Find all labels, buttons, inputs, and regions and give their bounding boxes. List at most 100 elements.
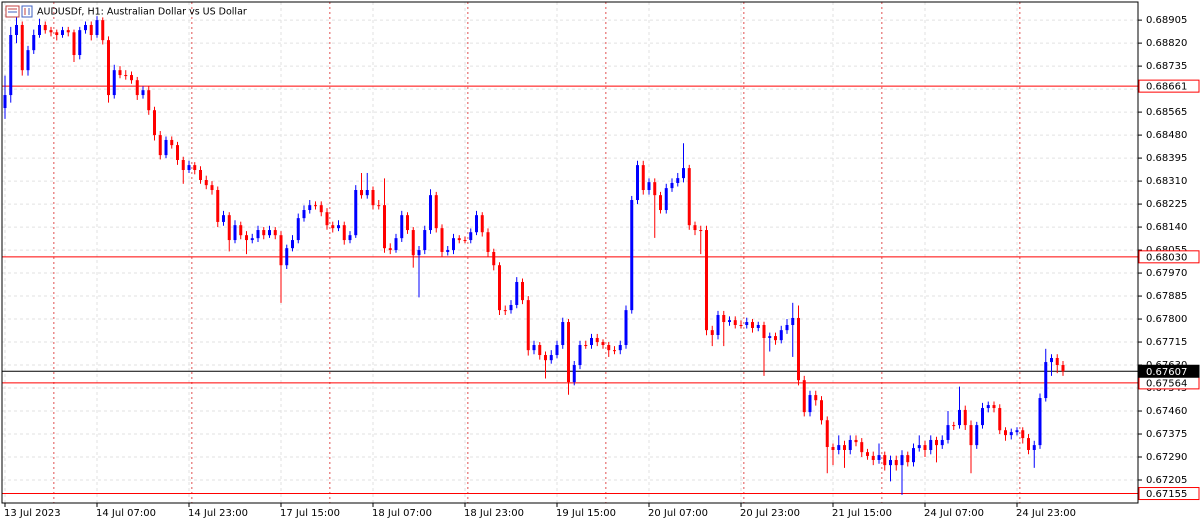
candle-body	[745, 322, 749, 325]
candle-body	[1004, 430, 1007, 436]
candle-body	[256, 230, 260, 239]
candle-body	[693, 225, 697, 231]
candle-body	[515, 281, 519, 305]
x-tick-label: 24 Jul 23:00	[1016, 508, 1076, 519]
candle-body	[43, 24, 47, 31]
candle-body	[199, 169, 202, 181]
candle-body	[406, 215, 409, 231]
candle-body	[526, 300, 530, 351]
y-tick-label: 0.68905	[1146, 15, 1187, 26]
candle-body	[877, 455, 881, 460]
candle-body	[417, 250, 421, 256]
candle-body	[285, 248, 289, 266]
x-tick-label: 13 Jul 2023	[4, 508, 61, 519]
candle-body	[567, 322, 570, 383]
candle-body	[222, 215, 225, 222]
candle-body	[130, 75, 133, 81]
candle-body	[377, 205, 381, 207]
candle-body	[279, 235, 283, 266]
candle-body	[710, 330, 714, 336]
candle-body	[348, 235, 352, 241]
candle-body	[555, 345, 559, 356]
candle-body	[296, 218, 300, 241]
candle-body	[365, 190, 369, 196]
candle-body	[480, 215, 484, 233]
candle-body	[699, 230, 703, 232]
candle-body	[118, 70, 122, 76]
x-tick-label: 14 Jul 07:00	[96, 508, 156, 519]
candle-body	[383, 205, 386, 249]
candle-body	[607, 345, 611, 351]
candle-body	[975, 425, 979, 446]
icon	[21, 5, 33, 18]
candle-body	[124, 75, 128, 77]
y-tick-label: 0.67800	[1146, 314, 1187, 325]
candle-body	[670, 182, 674, 189]
candle-body	[722, 314, 726, 323]
candle-body	[1055, 358, 1059, 366]
candle-body	[101, 20, 105, 41]
candle-body	[1050, 358, 1053, 363]
candle-body	[1015, 430, 1019, 433]
candle-body	[32, 35, 36, 51]
candle-body	[538, 345, 542, 356]
candle-body	[797, 317, 800, 381]
candle-body	[210, 185, 214, 191]
candle-body	[204, 180, 208, 186]
candle-body	[9, 35, 13, 96]
candle-body	[584, 345, 588, 347]
candle-body	[227, 215, 231, 241]
candle-body	[360, 190, 363, 196]
candle-body	[630, 200, 634, 311]
x-tick-label: 17 Jul 15:00	[280, 508, 340, 519]
candle-body	[1061, 365, 1065, 372]
current-price-label-box	[1138, 364, 1200, 378]
chart-title: AUDUSDf, H1: Australian Dollar vs US Dol…	[37, 7, 247, 18]
candle-body	[1044, 362, 1048, 399]
axes: 0.689050.688200.687350.686500.685650.684…	[4, 15, 1200, 519]
candle-body	[992, 405, 996, 409]
candle-body	[641, 165, 645, 191]
candle-body	[595, 337, 599, 343]
candle-body	[141, 90, 145, 96]
level-label-box	[1138, 487, 1200, 501]
candle-body	[394, 238, 398, 251]
candle-body	[900, 455, 904, 466]
candle-body	[774, 336, 777, 341]
candle-body	[601, 342, 605, 346]
candle-body	[89, 24, 93, 36]
title-icon	[5, 5, 33, 18]
candle-body	[3, 95, 7, 109]
level-label: 0.67155	[1146, 489, 1187, 500]
candle-body	[912, 448, 915, 463]
candle-body	[618, 345, 622, 351]
candle-body	[1032, 445, 1036, 450]
candle-body	[572, 365, 576, 383]
candle-body	[331, 225, 335, 229]
candle-body	[503, 310, 507, 312]
candle-body	[72, 32, 76, 56]
candle-body	[613, 350, 616, 352]
candle-body	[440, 228, 444, 252]
candle-body	[55, 32, 59, 36]
candle-body	[946, 425, 950, 440]
x-tick-label: 14 Jul 23:00	[188, 508, 248, 519]
candle-body	[917, 445, 921, 449]
candle-body	[687, 168, 691, 226]
candle-body	[751, 322, 754, 328]
candle-body	[250, 238, 254, 241]
candle-body	[940, 439, 944, 446]
candle-body	[233, 225, 237, 241]
grid	[2, 2, 1138, 503]
candle-body	[61, 30, 64, 36]
candle-body	[866, 452, 869, 456]
candle-body	[871, 455, 875, 460]
candle-body	[509, 304, 513, 311]
candle-body	[883, 455, 887, 466]
candle-body	[894, 459, 898, 466]
candle-body	[854, 439, 858, 443]
y-tick-label: 0.67970	[1146, 268, 1187, 279]
candle-body	[38, 24, 41, 36]
candle-body	[549, 355, 553, 361]
candle-body	[756, 324, 760, 328]
